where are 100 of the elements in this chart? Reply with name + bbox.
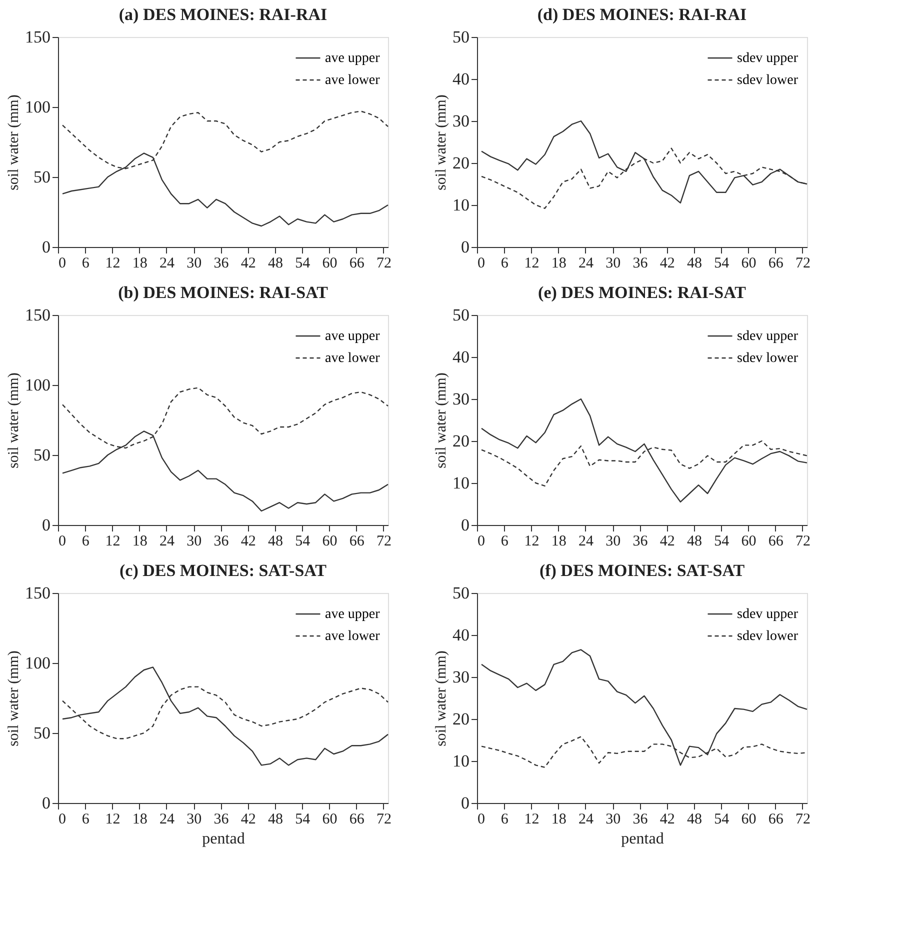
x-tick-label: 24 bbox=[159, 812, 175, 828]
x-tick-label: 60 bbox=[741, 256, 756, 272]
x-tick-label: 54 bbox=[714, 256, 730, 272]
y-tick-label: 20 bbox=[452, 154, 470, 172]
x-tick-label: 54 bbox=[295, 812, 311, 828]
x-tick-label: 12 bbox=[105, 256, 120, 272]
y-tick-label: 150 bbox=[25, 584, 50, 602]
x-tick-label: 30 bbox=[606, 256, 621, 272]
x-tick-label: 54 bbox=[714, 812, 730, 828]
chart-title: (f) DES MOINES: SAT-SAT bbox=[539, 561, 746, 580]
y-axis-title: soil water (mm) bbox=[434, 94, 450, 190]
y-tick-label: 100 bbox=[25, 98, 50, 116]
x-tick-label: 12 bbox=[105, 812, 120, 828]
y-tick-label: 50 bbox=[34, 724, 50, 742]
y-tick-label: 150 bbox=[25, 306, 50, 324]
y-tick-label: 150 bbox=[25, 28, 50, 46]
x-tick-label: 0 bbox=[478, 534, 485, 550]
x-tick-label: 12 bbox=[524, 256, 540, 272]
x-tick-label: 6 bbox=[500, 812, 509, 828]
y-tick-label: 0 bbox=[42, 516, 50, 534]
x-tick-label: 66 bbox=[768, 256, 784, 272]
y-tick-label: 30 bbox=[452, 390, 470, 408]
x-tick-label: 36 bbox=[214, 256, 230, 272]
y-tick-label: 30 bbox=[452, 668, 470, 686]
x-tick-label: 60 bbox=[741, 534, 756, 550]
x-tick-label: 18 bbox=[551, 812, 566, 828]
y-axis-title: soil water (mm) bbox=[6, 650, 22, 746]
x-tick-label: 72 bbox=[376, 812, 392, 828]
x-tick-label: 6 bbox=[500, 256, 509, 272]
x-tick-label: 72 bbox=[795, 256, 810, 272]
x-tick-label: 60 bbox=[322, 534, 338, 550]
legend-label: ave lower bbox=[325, 351, 380, 366]
x-tick-label: 42 bbox=[660, 534, 675, 550]
x-tick-label: 48 bbox=[686, 256, 702, 272]
x-tick-label: 12 bbox=[105, 534, 120, 550]
x-tick-label: 6 bbox=[82, 812, 90, 828]
x-tick-label: 42 bbox=[660, 812, 675, 828]
x-tick-label: 18 bbox=[551, 256, 566, 272]
x-tick-label: 24 bbox=[159, 534, 175, 550]
x-tick-label: 72 bbox=[795, 534, 810, 550]
x-tick-label: 0 bbox=[58, 812, 66, 828]
y-tick-label: 0 bbox=[42, 238, 50, 256]
x-tick-label: 66 bbox=[768, 812, 784, 828]
line-series bbox=[480, 398, 808, 502]
x-tick-label: 72 bbox=[376, 534, 392, 550]
y-tick-label: 40 bbox=[452, 626, 470, 644]
x-tick-label: 42 bbox=[240, 812, 256, 828]
x-tick-label: 66 bbox=[349, 256, 365, 272]
x-tick-label: 66 bbox=[768, 534, 784, 550]
x-tick-label: 72 bbox=[376, 256, 392, 272]
x-tick-label: 0 bbox=[58, 256, 66, 272]
y-tick-label: 40 bbox=[452, 70, 470, 88]
x-tick-label: 60 bbox=[741, 812, 756, 828]
y-tick-label: 50 bbox=[34, 446, 50, 464]
x-tick-label: 30 bbox=[606, 812, 621, 828]
y-tick-label: 0 bbox=[461, 794, 470, 812]
y-tick-label: 50 bbox=[34, 168, 50, 186]
x-tick-label: 54 bbox=[295, 534, 311, 550]
y-tick-label: 20 bbox=[452, 710, 470, 728]
chart-title: (c) DES MOINES: SAT-SAT bbox=[119, 561, 328, 580]
y-tick-label: 50 bbox=[452, 28, 470, 46]
x-tick-label: 42 bbox=[240, 534, 256, 550]
y-tick-label: 30 bbox=[452, 112, 470, 130]
x-axis-title: pentad bbox=[621, 830, 664, 848]
y-axis-title: soil water (mm) bbox=[6, 94, 22, 190]
x-tick-label: 0 bbox=[478, 812, 485, 828]
x-tick-label: 0 bbox=[58, 534, 66, 550]
legend-label: sdev lower bbox=[737, 629, 798, 644]
x-tick-label: 30 bbox=[186, 812, 202, 828]
x-tick-label: 48 bbox=[686, 812, 702, 828]
x-tick-label: 30 bbox=[606, 534, 621, 550]
legend-label: sdev lower bbox=[737, 351, 798, 366]
x-tick-label: 36 bbox=[632, 812, 648, 828]
x-tick-label: 24 bbox=[578, 534, 594, 550]
x-tick-label: 36 bbox=[632, 534, 648, 550]
chart-title: (e) DES MOINES: RAI-SAT bbox=[538, 283, 747, 302]
x-tick-label: 18 bbox=[551, 534, 566, 550]
x-tick-label: 0 bbox=[478, 256, 485, 272]
legend-label: sdev upper bbox=[737, 329, 798, 344]
x-tick-label: 30 bbox=[186, 256, 202, 272]
x-tick-label: 54 bbox=[714, 534, 730, 550]
y-tick-label: 100 bbox=[25, 376, 50, 394]
y-tick-label: 10 bbox=[452, 196, 470, 214]
x-tick-label: 24 bbox=[159, 256, 175, 272]
y-tick-label: 40 bbox=[452, 348, 470, 366]
chart-title: (a) DES MOINES: RAI-RAI bbox=[118, 5, 328, 24]
x-tick-label: 48 bbox=[268, 256, 283, 272]
x-tick-label: 18 bbox=[132, 812, 148, 828]
line-series bbox=[480, 649, 808, 766]
y-tick-label: 10 bbox=[452, 752, 470, 770]
y-tick-label: 50 bbox=[452, 584, 470, 602]
x-tick-label: 24 bbox=[578, 256, 594, 272]
x-tick-label: 18 bbox=[132, 534, 148, 550]
chart-title: (b) DES MOINES: RAI-SAT bbox=[118, 283, 329, 302]
x-tick-label: 66 bbox=[349, 812, 365, 828]
legend-label: sdev lower bbox=[737, 73, 798, 88]
legend-label: ave lower bbox=[325, 629, 380, 644]
y-tick-label: 100 bbox=[25, 654, 50, 672]
x-tick-label: 48 bbox=[268, 812, 283, 828]
x-tick-label: 66 bbox=[349, 534, 365, 550]
